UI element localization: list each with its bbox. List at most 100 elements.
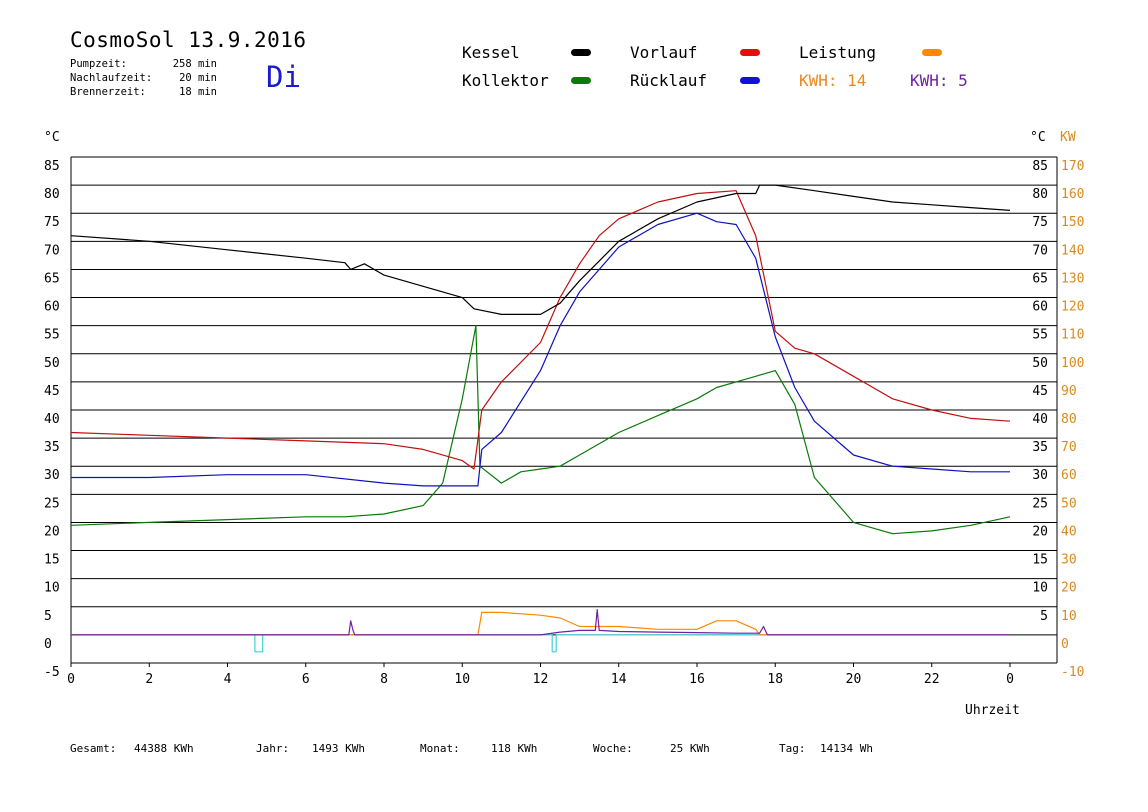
y-tick-label-right-kw: 20 [1061, 581, 1077, 596]
legend-kollektor-label: Kollektor [462, 71, 549, 90]
y-tick-label-right-kw: 110 [1061, 328, 1084, 343]
y-tick-label-right-c: 55 [1032, 328, 1048, 343]
x-tick-label: 8 [380, 672, 388, 687]
grid-lines [71, 156, 1057, 664]
y-axis-right-unit-kw: KW [1060, 130, 1076, 145]
y-tick-label-right-kw: 40 [1061, 524, 1077, 539]
y-tick-label-left: 75 [44, 215, 60, 230]
y-tick-label-left: 60 [44, 300, 60, 315]
y-tick-label-left: 10 [44, 581, 60, 596]
legend-kollektor-swatch [571, 77, 591, 84]
weekday-label: Di [266, 60, 301, 94]
footer-woche-value: 25 KWh [670, 742, 710, 755]
y-tick-label-left: 0 [44, 637, 52, 652]
info-label-brennerzeit: Brennerzeit: [70, 86, 146, 98]
info-value-brennerzeit: 18 min [179, 86, 217, 98]
y-tick-label-left: 50 [44, 356, 60, 371]
x-tick-label: 0 [1006, 672, 1014, 687]
x-tick-label: 14 [611, 672, 627, 687]
footer-gesamt-value: 44388 KWh [134, 742, 194, 755]
legend-vorlauf-swatch [740, 49, 760, 56]
series-line-vorlauf [70, 190, 1011, 470]
y-tick-label-right-c: 30 [1032, 468, 1048, 483]
series-lines [70, 184, 1011, 653]
series-line-r-cklauf [71, 212, 1010, 487]
info-value-pumpzeit: 258 min [172, 58, 217, 70]
y-tick-label-right-c: 50 [1032, 356, 1048, 371]
y-tick-label-right-kw: 120 [1061, 300, 1084, 315]
y-tick-label-right-kw: 170 [1061, 159, 1084, 174]
y-tick-label-left: 35 [44, 440, 60, 455]
footer-monat-label: Monat: [420, 742, 460, 755]
y-tick-label-left: 20 [44, 524, 60, 539]
y-tick-label-right-kw: 50 [1061, 496, 1077, 511]
x-tick-label: 12 [533, 672, 549, 687]
y-tick-label-right-kw: 60 [1061, 468, 1077, 483]
footer-tag-label: Tag: [779, 742, 806, 755]
y-tick-label-left: 25 [44, 496, 60, 511]
info-value-nachlaufzeit: 20 min [179, 72, 217, 84]
y-tick-label-left: 30 [44, 468, 60, 483]
info-label-pumpzeit: Pumpzeit: [70, 58, 127, 70]
y-tick-label-right-kw: 70 [1061, 440, 1077, 455]
legend-leistung-label: Leistung [799, 43, 877, 62]
y-tick-label-right-kw: 150 [1061, 215, 1084, 230]
legend-vorlauf-label: Vorlauf [630, 43, 698, 62]
y-tick-label-left: 80 [44, 187, 60, 202]
legend-kessel-swatch [571, 49, 591, 56]
y-tick-label-right-kw: 80 [1061, 412, 1077, 427]
x-tick-label: 18 [767, 672, 783, 687]
legend-kwh-orange: KWH: 14 [799, 71, 867, 90]
x-axis-label: Uhrzeit [965, 703, 1020, 718]
y-tick-label-right-kw: 100 [1061, 356, 1084, 371]
y-tick-label-right-c: 5 [1040, 609, 1048, 624]
y-tick-label-right-c: 60 [1032, 300, 1048, 315]
y-tick-label-left: 55 [44, 328, 60, 343]
y-tick-label-right-c: 65 [1032, 271, 1048, 286]
x-tick-label: 22 [924, 672, 940, 687]
y-axis-left-unit: °C [44, 130, 60, 145]
series-line-kollektor [70, 325, 1011, 535]
y-tick-label-left: 70 [44, 243, 60, 258]
y-tick-label-right-c: 80 [1032, 187, 1048, 202]
footer-tag-value: 14134 Wh [820, 742, 873, 755]
legend-kwh-purple: KWH: 5 [910, 71, 968, 90]
y-tick-label-right-c: 25 [1032, 496, 1048, 511]
y-tick-label-left: 85 [44, 159, 60, 174]
legend-ruecklauf-swatch [740, 77, 760, 84]
info-label-nachlaufzeit: Nachlaufzeit: [70, 72, 153, 84]
legend-ruecklauf-label: Rücklauf [630, 71, 708, 90]
x-tick-label: 2 [145, 672, 153, 687]
x-tick-label: 6 [302, 672, 310, 687]
y-tick-label-left: 15 [44, 553, 60, 568]
series-line-cyan [71, 634, 1010, 653]
y-axis-right-unit-c: °C [1030, 130, 1046, 145]
y-tick-label-right-c: 10 [1032, 581, 1048, 596]
legend-kessel-label: Kessel [462, 43, 520, 62]
y-tick-label-right-c: 45 [1032, 384, 1048, 399]
footer-monat-value: 118 KWh [491, 742, 538, 755]
x-tick-label: 0 [67, 672, 75, 687]
y-tick-label-right-c: 35 [1032, 440, 1048, 455]
y-tick-label-right-kw: -10 [1061, 665, 1084, 680]
y-tick-label-left: 40 [44, 412, 60, 427]
footer-woche-label: Woche: [593, 742, 633, 755]
page-title: CosmoSol 13.9.2016 [70, 28, 307, 52]
footer-jahr-value: 1493 KWh [312, 742, 365, 755]
y-tick-label-right-kw: 10 [1061, 609, 1077, 624]
footer-jahr-label: Jahr: [256, 742, 290, 755]
y-tick-label-right-kw: 30 [1061, 553, 1077, 568]
series-line-kessel [70, 184, 1011, 315]
y-tick-label-right-c: 40 [1032, 412, 1048, 427]
y-tick-label-right-c: 20 [1032, 524, 1048, 539]
y-tick-label-right-c: 85 [1032, 159, 1048, 174]
y-tick-label-right-kw: 160 [1061, 187, 1084, 202]
series-line-leistung [71, 611, 1010, 636]
y-tick-label-right-kw: 140 [1061, 243, 1084, 258]
x-tick-label: 16 [689, 672, 705, 687]
y-tick-label-right-kw: 0 [1061, 637, 1069, 652]
y-tick-label-left: -5 [44, 665, 60, 680]
y-tick-label-right-c: 15 [1032, 553, 1048, 568]
y-tick-label-right-kw: 130 [1061, 271, 1084, 286]
